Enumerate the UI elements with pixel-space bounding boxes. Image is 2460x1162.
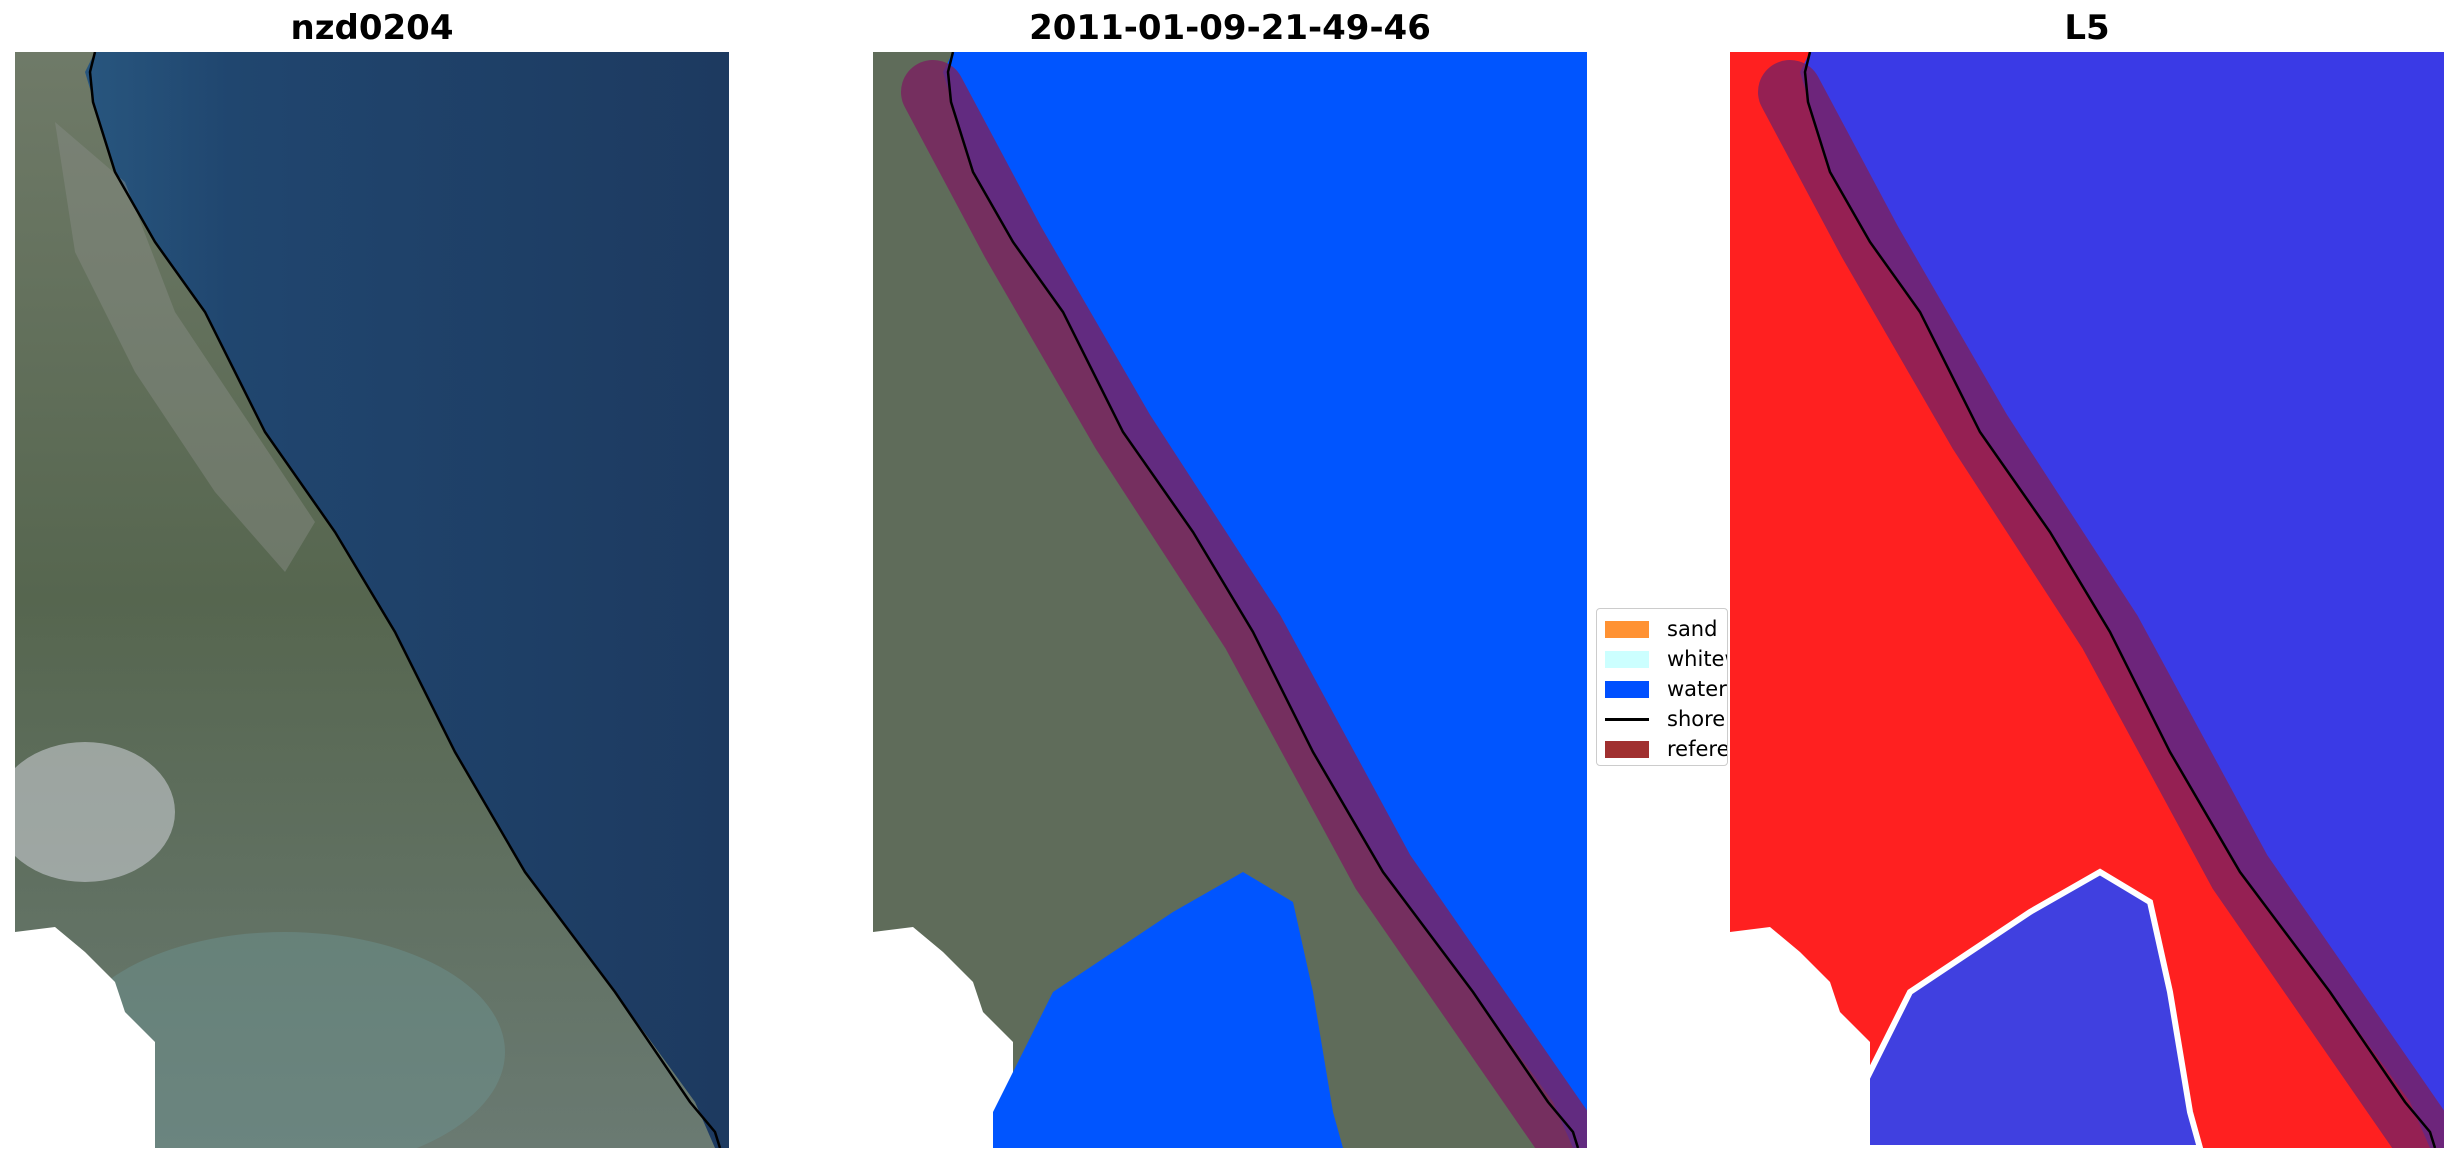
panel-title-index: L5 xyxy=(2064,8,2110,48)
cloud-mask xyxy=(15,927,155,1148)
rgb-satellite-image xyxy=(15,52,729,1148)
legend-label-shoreline: shorel xyxy=(1667,707,1728,731)
panel-title-rgb: nzd0204 xyxy=(290,8,454,48)
legend-swatch-whitewater xyxy=(1605,650,1649,668)
urban-area xyxy=(55,122,315,572)
legend-swatch-sand xyxy=(1605,620,1649,638)
estuary-area xyxy=(65,932,505,1148)
haze-area xyxy=(15,742,175,882)
cloud-mask xyxy=(873,927,1013,1148)
rgb-image-panel xyxy=(15,52,729,1148)
water-index-image xyxy=(1730,52,2444,1148)
estuary-water-class xyxy=(993,872,1343,1148)
legend-item-water: water xyxy=(1605,677,1727,701)
legend-label-water: water xyxy=(1667,677,1727,701)
panel-title-classification: 2011-01-09-21-49-46 xyxy=(1029,8,1431,48)
index-estuary-area xyxy=(1847,868,2204,1148)
shoreline xyxy=(88,52,722,1148)
legend-item-reference: referen xyxy=(1605,737,1727,761)
legend-swatch-water xyxy=(1605,680,1649,698)
shoreline xyxy=(946,52,1580,1148)
legend-label-reference: referen xyxy=(1667,737,1727,761)
legend-item-sand: sand xyxy=(1605,617,1717,641)
legend-item-shoreline: shorel xyxy=(1605,707,1728,731)
land-area xyxy=(15,52,715,1148)
shoreline xyxy=(1803,52,2437,1148)
index-panel xyxy=(1730,52,2444,1148)
legend-label-sand: sand xyxy=(1667,617,1718,641)
legend-swatch-reference xyxy=(1605,740,1649,758)
classification-panel xyxy=(873,52,1587,1148)
cloud-mask xyxy=(1730,927,1870,1148)
legend-line-shoreline xyxy=(1605,717,1649,721)
classification-image xyxy=(873,52,1587,1148)
